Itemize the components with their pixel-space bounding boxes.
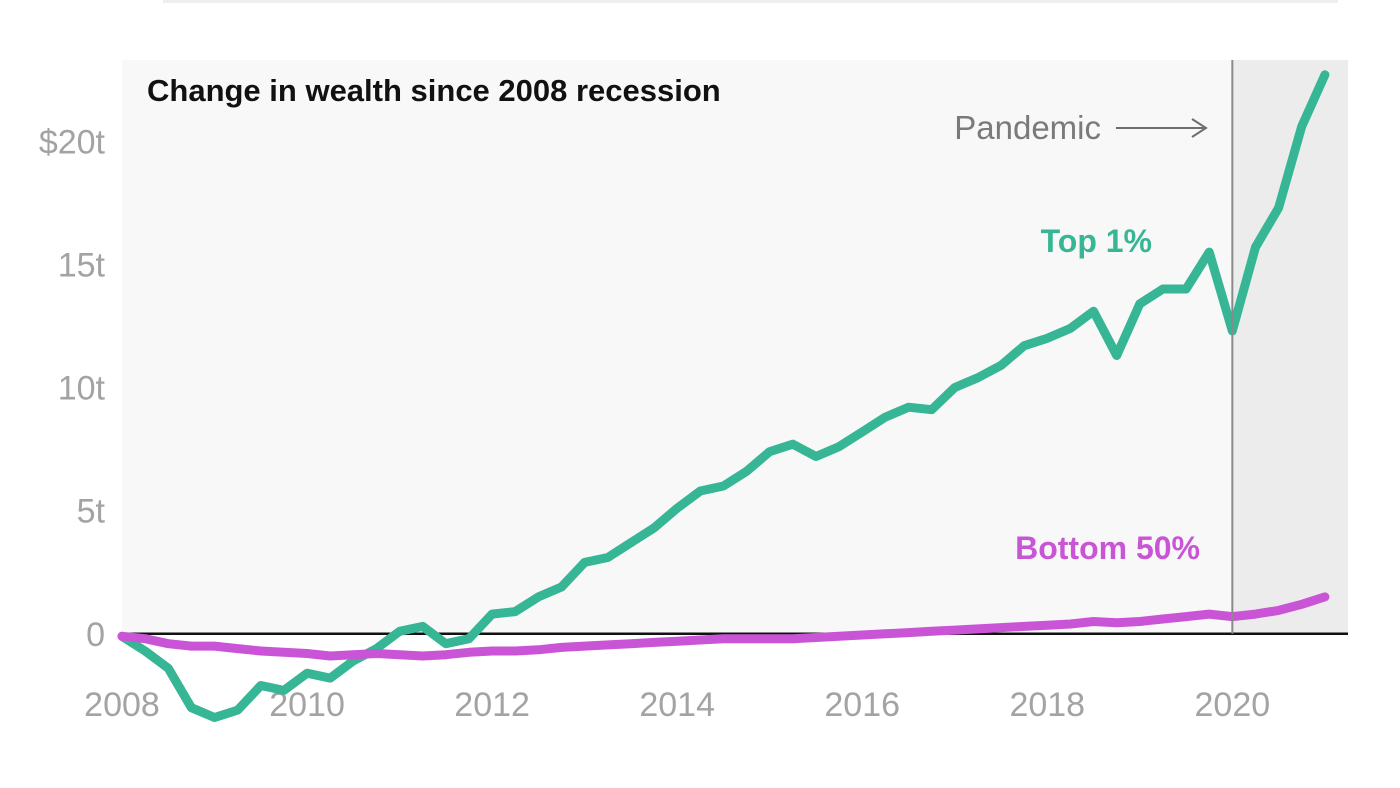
x-tick-label: 2008 (84, 686, 160, 724)
x-tick-label: 2016 (824, 686, 900, 724)
top-strip (163, 0, 1338, 3)
top-1-percent-line (117, 70, 1330, 722)
y-tick-label: $20t (39, 123, 106, 161)
pandemic-arrow-head (1191, 118, 1208, 138)
bottom-50-percent-line (117, 592, 1330, 661)
bottom-50-percent-label: Bottom 50% (1015, 530, 1200, 566)
x-tick-label: 2014 (639, 686, 715, 724)
x-tick-label: 2020 (1195, 686, 1271, 724)
chart-title: Change in wealth since 2008 recession (147, 73, 721, 108)
x-tick-label: 2018 (1009, 686, 1085, 724)
plot-background (122, 60, 1233, 634)
y-tick-label: 5t (77, 493, 106, 531)
y-tick-label: 15t (58, 246, 106, 284)
x-tick-label: 2012 (454, 686, 530, 724)
pandemic-label: Pandemic (954, 109, 1101, 146)
y-tick-label: 10t (58, 370, 106, 408)
y-tick-label: 0 (86, 616, 105, 654)
top-1-percent-label: Top 1% (1041, 223, 1152, 259)
pandemic-shaded-region (1232, 60, 1348, 634)
